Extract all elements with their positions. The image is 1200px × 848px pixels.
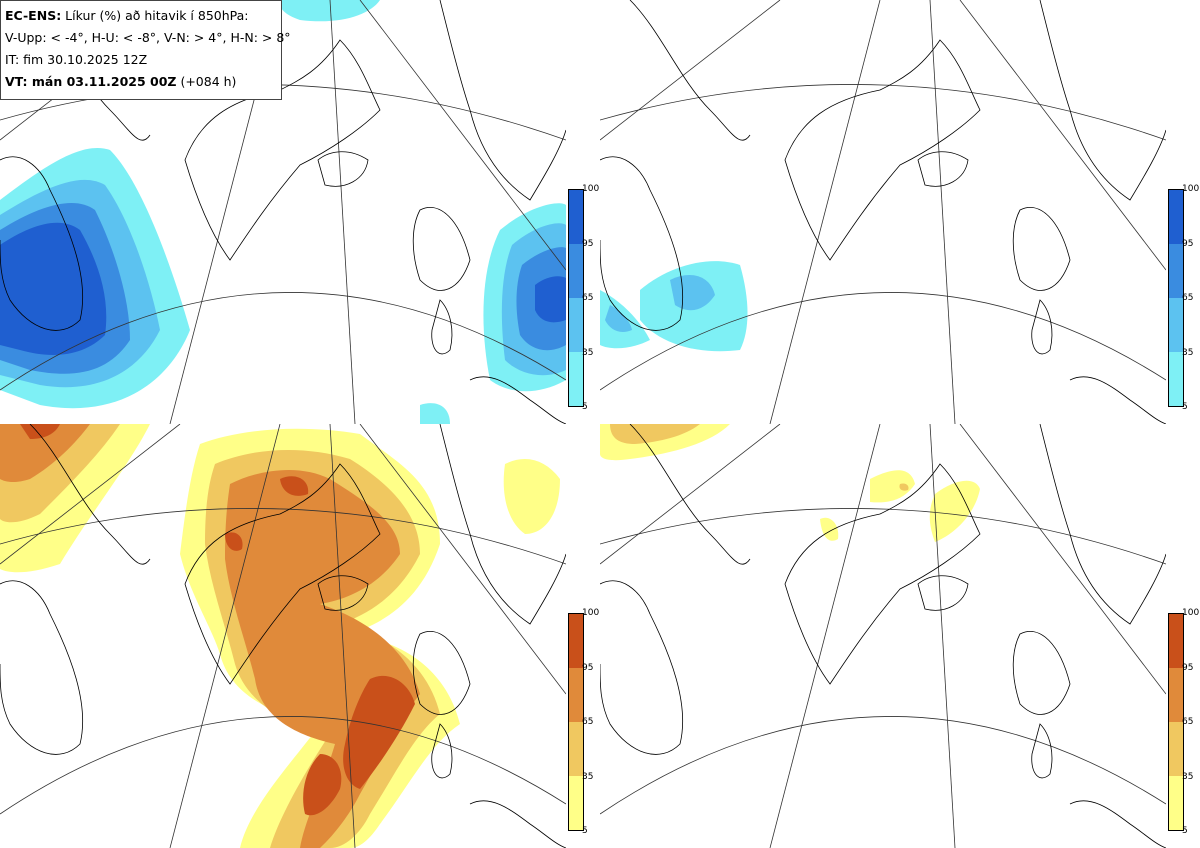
- title-lead-time: (+084 h): [176, 74, 237, 89]
- title-valid-time: VT: mán 03.11.2025 00Z: [5, 74, 177, 89]
- colorbar-blue-top-left: [568, 189, 584, 407]
- map-warm-8: [600, 424, 1166, 848]
- tick-5: 5: [1182, 402, 1188, 412]
- tick-35: 35: [1182, 772, 1194, 782]
- title-init-time: IT: fim 30.10.2025 12Z: [5, 52, 148, 67]
- panel-cold-4: EC-ENS: Líkur (%) að hitavik í 850hPa: V…: [0, 0, 566, 424]
- prob-field-cold-8: [600, 261, 748, 352]
- tick-95: 95: [582, 239, 594, 249]
- title-box: EC-ENS: Líkur (%) að hitavik í 850hPa: V…: [0, 0, 291, 100]
- map-cold-8: [600, 0, 1166, 424]
- map-warm-4: [0, 424, 566, 848]
- coastlines: [0, 424, 566, 848]
- prob-field-warm-4: [0, 424, 560, 848]
- colorbar-orange-bottom-left: [568, 613, 584, 831]
- tick-35: 35: [1182, 348, 1194, 358]
- coastlines: [600, 0, 1166, 424]
- tick-95: 95: [1182, 663, 1194, 673]
- tick-35: 35: [582, 348, 594, 358]
- tick-65: 65: [582, 293, 594, 303]
- tick-100: 100: [582, 184, 600, 194]
- panel-warm-8: [600, 424, 1166, 848]
- tick-95: 95: [582, 663, 594, 673]
- prob-field-warm-8: [600, 424, 980, 542]
- panel-warm-4: [0, 424, 566, 848]
- tick-65: 65: [582, 717, 594, 727]
- title-model: EC-ENS:: [5, 8, 62, 23]
- graticule: [0, 424, 566, 848]
- graticule: [600, 0, 1166, 424]
- title-thresholds: V-Upp: < -4°, H-U: < -8°, V-N: > 4°, H-N…: [5, 30, 291, 45]
- tick-5: 5: [582, 402, 588, 412]
- coastlines: [600, 424, 1166, 848]
- graticule: [600, 424, 1166, 848]
- tick-100: 100: [1182, 184, 1200, 194]
- prob-field-cold-4: [0, 0, 566, 424]
- tick-100: 100: [1182, 608, 1200, 618]
- tick-35: 35: [582, 772, 594, 782]
- tick-100: 100: [582, 608, 600, 618]
- tick-5: 5: [582, 826, 588, 836]
- panel-cold-8: [600, 0, 1166, 424]
- tick-65: 65: [1182, 717, 1194, 727]
- tick-95: 95: [1182, 239, 1194, 249]
- tick-5: 5: [1182, 826, 1188, 836]
- tick-65: 65: [1182, 293, 1194, 303]
- colorbar-blue-top-right: [1168, 189, 1184, 407]
- title-desc: Líkur (%) að hitavik í 850hPa:: [61, 8, 249, 23]
- colorbar-orange-bottom-right: [1168, 613, 1184, 831]
